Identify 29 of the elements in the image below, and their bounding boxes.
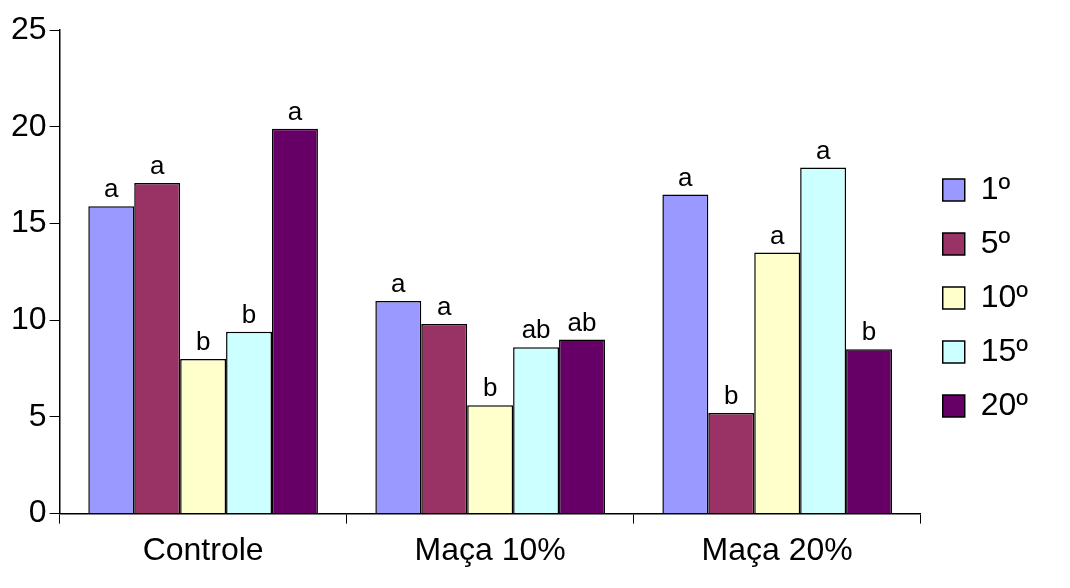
x-tick-label: Maça 10% xyxy=(414,530,566,567)
data-label: a xyxy=(149,150,165,181)
data-label: a xyxy=(815,134,831,165)
data-label: b xyxy=(724,380,739,411)
y-tick-label: 5 xyxy=(28,396,47,433)
data-label: a xyxy=(104,173,120,204)
x-tick-label: Controle xyxy=(142,530,264,567)
data-label: b xyxy=(482,372,498,403)
legend-label: 20º xyxy=(980,385,1029,422)
y-tick-label: 20 xyxy=(11,106,47,143)
y-tick-label: 25 xyxy=(11,10,47,47)
y-tick-label: 10 xyxy=(11,300,47,337)
data-label: a xyxy=(678,161,694,192)
data-label: ab xyxy=(521,314,551,345)
legend-label: 1º xyxy=(980,169,1011,206)
legend-label: 10º xyxy=(980,277,1029,314)
data-label: a xyxy=(287,95,303,126)
legend-label: 5º xyxy=(980,223,1011,260)
data-label: b xyxy=(861,316,877,347)
data-label: a xyxy=(391,268,407,299)
y-tick-label: 0 xyxy=(28,493,47,530)
data-label: a xyxy=(437,291,452,322)
x-tick-label: Maça 20% xyxy=(701,530,853,567)
legend-label: 15º xyxy=(980,331,1029,368)
y-tick-label: 15 xyxy=(11,203,47,240)
data-label: ab xyxy=(567,306,597,337)
data-label: a xyxy=(769,219,785,250)
data-label: b xyxy=(241,299,257,330)
data-label: b xyxy=(195,326,211,357)
